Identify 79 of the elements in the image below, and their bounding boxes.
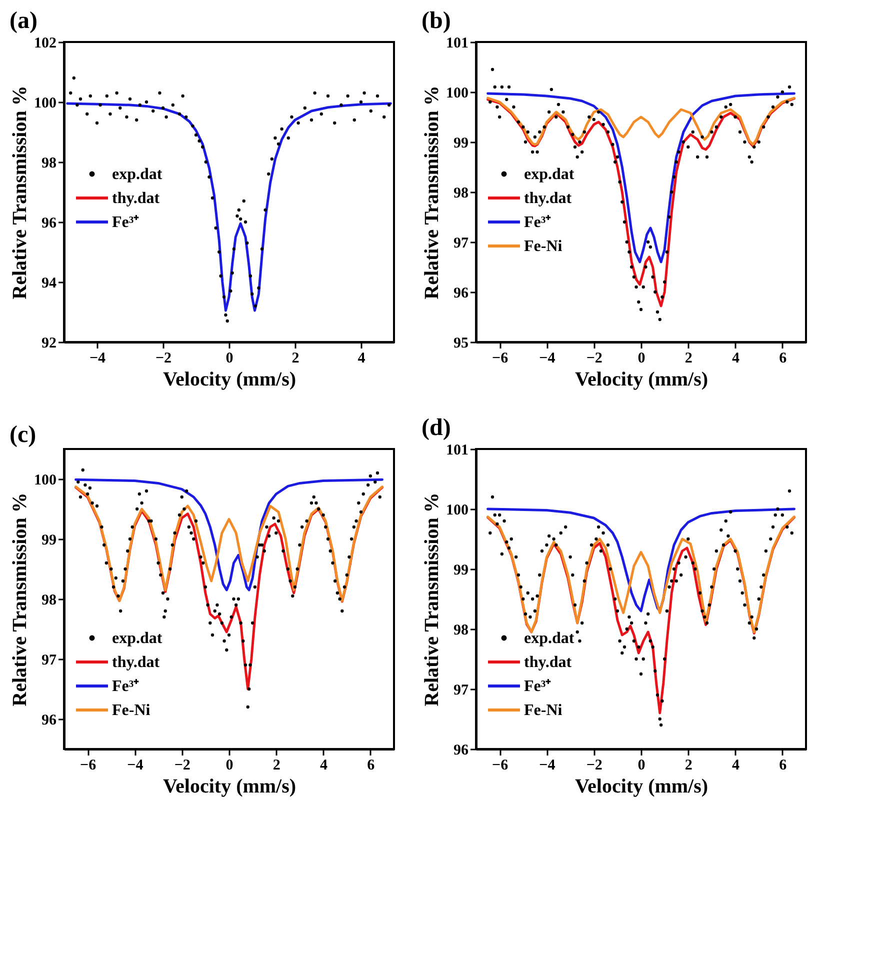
x-tick-label: −4 [539,350,556,366]
legend-label: thy.dat [524,190,572,207]
y-tick-label: 98 [42,592,56,608]
y-tick-label: 100 [34,472,56,488]
x-tick-label: 0 [226,350,234,366]
y-tick-label: 100 [34,96,56,112]
x-tick-label: 6 [779,758,788,774]
x-tick-label: 2 [684,350,692,366]
legend-label: Fe³⁺ [524,214,552,231]
x-tick-label: −6 [492,758,509,774]
chart-title: (a) [10,8,38,34]
legend-label: Fe-Ni [524,702,563,719]
x-tick-label: 0 [226,758,234,774]
y-tick-label: 97 [454,682,469,698]
x-tick-label: −2 [155,350,172,366]
chart-title: (b) [422,8,451,34]
x-tick-label: 6 [779,350,788,366]
x-tick-label: 4 [320,758,328,774]
legend-label: thy.dat [524,654,572,671]
y-tick-label: 96 [42,712,57,728]
x-tick-label: −6 [492,350,509,366]
x-tick-label: −4 [89,350,106,366]
legend-label: Fe³⁺ [524,678,552,695]
y-tick-label: 99 [42,532,56,548]
line-series [486,92,796,264]
y-axis-title: Relative Transmission % [421,86,443,300]
legend-label: exp.dat [112,630,163,647]
legend-label: exp.dat [524,166,575,183]
line-series [486,516,796,634]
chart-title: (d) [422,415,451,441]
y-tick-label: 102 [34,36,56,52]
x-tick-label: 2 [292,350,300,366]
x-tick-label: 4 [358,350,366,366]
legend-label: Fe³⁺ [112,678,140,695]
y-tick-label: 101 [446,36,468,52]
y-tick-label: 97 [42,652,57,668]
y-tick-label: 96 [454,742,469,758]
x-tick-label: 0 [638,350,646,366]
y-tick-label: 95 [454,336,468,352]
y-tick-label: 98 [454,622,468,638]
x-tick-label: 2 [272,758,280,774]
y-tick-label: 98 [42,156,56,172]
y-tick-label: 100 [446,86,468,102]
y-tick-label: 99 [454,562,468,578]
x-tick-label: −2 [174,758,190,774]
x-tick-label: −2 [586,758,602,774]
y-tick-label: 100 [446,502,468,518]
y-axis-title: Relative Transmission % [421,492,443,706]
y-tick-label: 97 [454,236,469,252]
y-tick-label: 98 [454,186,468,202]
chart-title: (c) [10,422,36,448]
y-tick-label: 101 [446,442,468,458]
legend-label: Fe-Ni [524,238,563,255]
legend-label: exp.dat [524,630,575,647]
x-tick-label: 2 [684,758,692,774]
y-tick-label: 99 [454,136,468,152]
x-axis-title: Velocity (mm/s) [574,368,708,390]
y-axis-title: Relative Transmission % [9,492,31,706]
y-axis-title: Relative Transmission % [9,86,31,300]
x-tick-label: −6 [80,758,97,774]
legend-label: thy.dat [112,654,160,671]
y-tick-label: 96 [42,216,57,232]
legend-label: thy.dat [112,190,160,207]
y-tick-label: 94 [42,276,57,292]
x-axis-title: Velocity (mm/s) [574,776,708,798]
x-tick-label: −4 [127,758,144,774]
x-tick-label: 0 [638,758,646,774]
x-tick-label: −4 [539,758,556,774]
legend-label: exp.dat [112,166,163,183]
x-tick-label: 6 [367,758,376,774]
y-tick-label: 96 [454,286,469,302]
legend-label: Fe-Ni [112,702,151,719]
legend-label: Fe³⁺ [112,214,140,231]
x-tick-label: 4 [732,350,740,366]
x-tick-label: −2 [586,350,602,366]
y-tick-label: 92 [42,336,56,352]
x-axis-title: Velocity (mm/s) [162,368,296,390]
x-axis-title: Velocity (mm/s) [162,776,296,798]
x-tick-label: 4 [732,758,740,774]
